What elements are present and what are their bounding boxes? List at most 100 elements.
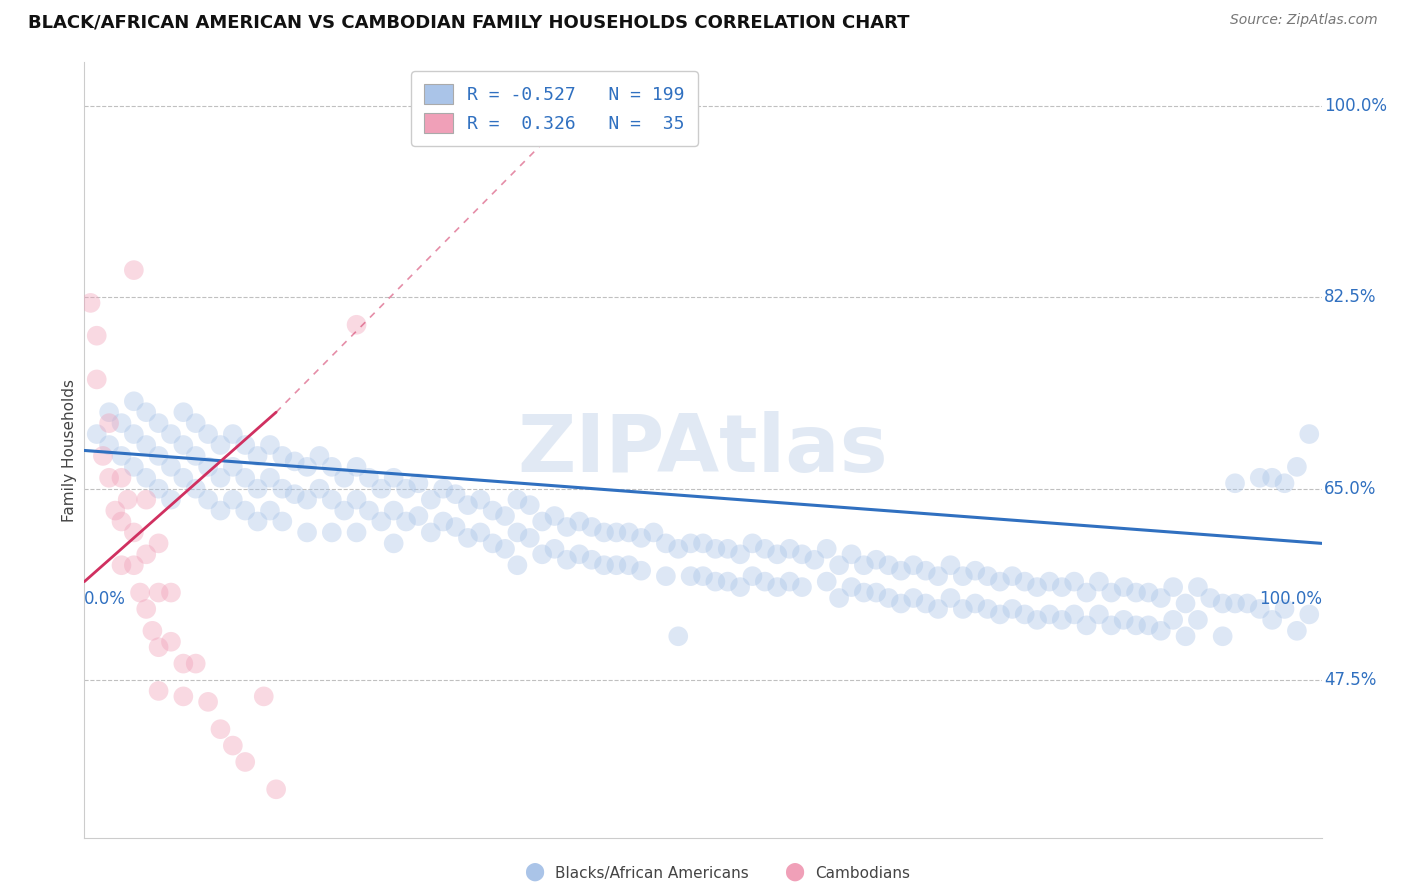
Point [766, 547, 789, 561]
Point [233, 755, 256, 769]
Point [1076, 618, 1098, 632]
Point [1212, 629, 1234, 643]
Point [148, 416, 170, 430]
Point [346, 492, 368, 507]
Text: ⬤: ⬤ [785, 863, 804, 881]
Point [852, 585, 875, 599]
Point [965, 564, 987, 578]
Point [519, 531, 541, 545]
Point [284, 454, 307, 468]
Point [605, 558, 627, 573]
Point [1050, 613, 1073, 627]
Point [555, 520, 578, 534]
Point [184, 416, 207, 430]
Point [209, 722, 232, 736]
Point [568, 515, 591, 529]
Point [233, 503, 256, 517]
Point [1187, 580, 1209, 594]
Point [1274, 476, 1296, 491]
Point [1137, 585, 1160, 599]
Point [952, 602, 974, 616]
Point [382, 503, 405, 517]
Text: 82.5%: 82.5% [1324, 288, 1376, 307]
Point [1076, 585, 1098, 599]
Point [1001, 602, 1024, 616]
Point [939, 558, 962, 573]
Point [481, 536, 503, 550]
Point [1249, 471, 1271, 485]
Point [1298, 607, 1320, 622]
Point [717, 574, 740, 589]
Point [754, 541, 776, 556]
Point [728, 547, 751, 561]
Point [172, 657, 194, 671]
Text: 100.0%: 100.0% [1324, 97, 1388, 115]
Point [135, 438, 157, 452]
Point [197, 459, 219, 474]
Point [666, 629, 689, 643]
Point [1223, 476, 1246, 491]
Point [308, 449, 330, 463]
Point [543, 541, 565, 556]
Point [148, 449, 170, 463]
Text: Blacks/African Americans: Blacks/African Americans [555, 866, 749, 881]
Point [1088, 574, 1111, 589]
Point [408, 476, 430, 491]
Point [828, 558, 851, 573]
Point [160, 634, 183, 648]
Point [841, 580, 863, 594]
Point [1063, 574, 1085, 589]
Point [98, 416, 121, 430]
Point [1099, 585, 1122, 599]
Point [135, 471, 157, 485]
Point [1014, 574, 1036, 589]
Point [828, 591, 851, 605]
Text: 0.0%: 0.0% [84, 591, 127, 608]
Point [593, 525, 616, 540]
Point [122, 459, 145, 474]
Text: ZIPAtlas: ZIPAtlas [517, 411, 889, 490]
Point [494, 509, 516, 524]
Point [172, 690, 194, 704]
Point [135, 602, 157, 616]
Point [630, 531, 652, 545]
Point [1099, 618, 1122, 632]
Point [246, 515, 269, 529]
Point [890, 597, 912, 611]
Point [1112, 580, 1135, 594]
Point [728, 580, 751, 594]
Point [259, 471, 281, 485]
Point [655, 536, 678, 550]
Point [519, 498, 541, 512]
Point [79, 296, 101, 310]
Point [1161, 613, 1184, 627]
Point [295, 492, 318, 507]
Point [617, 558, 640, 573]
Point [877, 591, 900, 605]
Point [903, 591, 925, 605]
Point [408, 509, 430, 524]
Point [271, 515, 294, 529]
Point [122, 263, 145, 277]
Text: 65.0%: 65.0% [1324, 480, 1376, 498]
Point [903, 558, 925, 573]
Point [86, 328, 108, 343]
Point [197, 492, 219, 507]
Point [110, 558, 132, 573]
Point [117, 492, 139, 507]
Point [865, 553, 887, 567]
Point [1298, 427, 1320, 442]
Point [395, 482, 418, 496]
Point [172, 438, 194, 452]
Point [914, 564, 936, 578]
Y-axis label: Family Households: Family Households [62, 379, 77, 522]
Point [779, 541, 801, 556]
Point [1199, 591, 1222, 605]
Point [1112, 613, 1135, 627]
Point [1038, 574, 1060, 589]
Point [852, 558, 875, 573]
Point [419, 525, 441, 540]
Point [1125, 585, 1147, 599]
Point [271, 449, 294, 463]
Point [617, 525, 640, 540]
